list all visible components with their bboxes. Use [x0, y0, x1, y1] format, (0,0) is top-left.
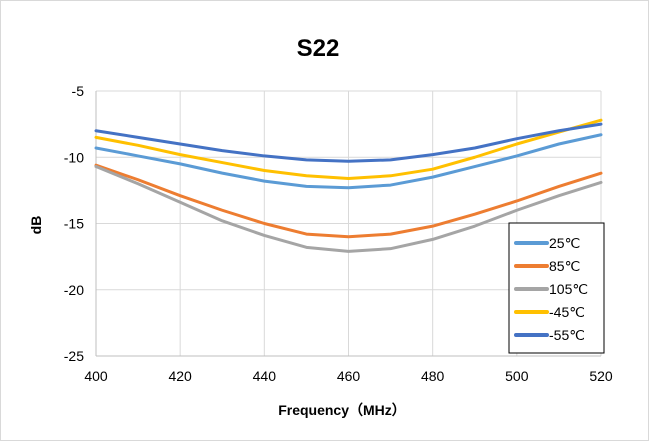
tick-layer: 400 420 440 460 480 500 520 -5 -10 -15 -20 -25	[64, 83, 613, 384]
x-tick-label-5: 500	[505, 368, 529, 384]
series-line-2	[94, 165, 603, 253]
series-line-4	[94, 122, 603, 163]
chart-title: S22	[297, 35, 340, 62]
x-tick-label-3: 460	[337, 368, 361, 384]
x-tick-label-2: 440	[253, 368, 277, 384]
axis-layer	[95, 91, 601, 357]
legend-label-0: 25℃	[549, 235, 580, 251]
y-tick-label-3: -20	[64, 282, 84, 298]
legend-label-4: -55℃	[549, 327, 585, 343]
y-tick-label-0: -5	[72, 83, 85, 99]
legend: 25℃ 85℃ 105℃ -45℃ -55℃	[508, 222, 605, 354]
y-tick-label-4: -25	[64, 348, 84, 364]
series-line-1	[94, 163, 603, 239]
x-tick-label-1: 420	[168, 368, 192, 384]
series-layer	[94, 118, 603, 253]
x-tick-label-6: 520	[589, 368, 613, 384]
legend-label-3: -45℃	[549, 304, 585, 320]
y-tick-label-2: -15	[64, 216, 84, 232]
x-axis-label: Frequency（MHz）	[278, 402, 406, 418]
series-line-0	[94, 133, 603, 190]
legend-label-2: 105℃	[549, 281, 588, 297]
legend-label-1: 85℃	[549, 258, 580, 274]
x-tick-label-0: 400	[84, 368, 108, 384]
y-tick-label-1: -10	[64, 149, 84, 165]
y-axis-label: dB	[28, 216, 44, 235]
series-line-3	[94, 118, 603, 180]
x-tick-label-4: 480	[421, 368, 445, 384]
